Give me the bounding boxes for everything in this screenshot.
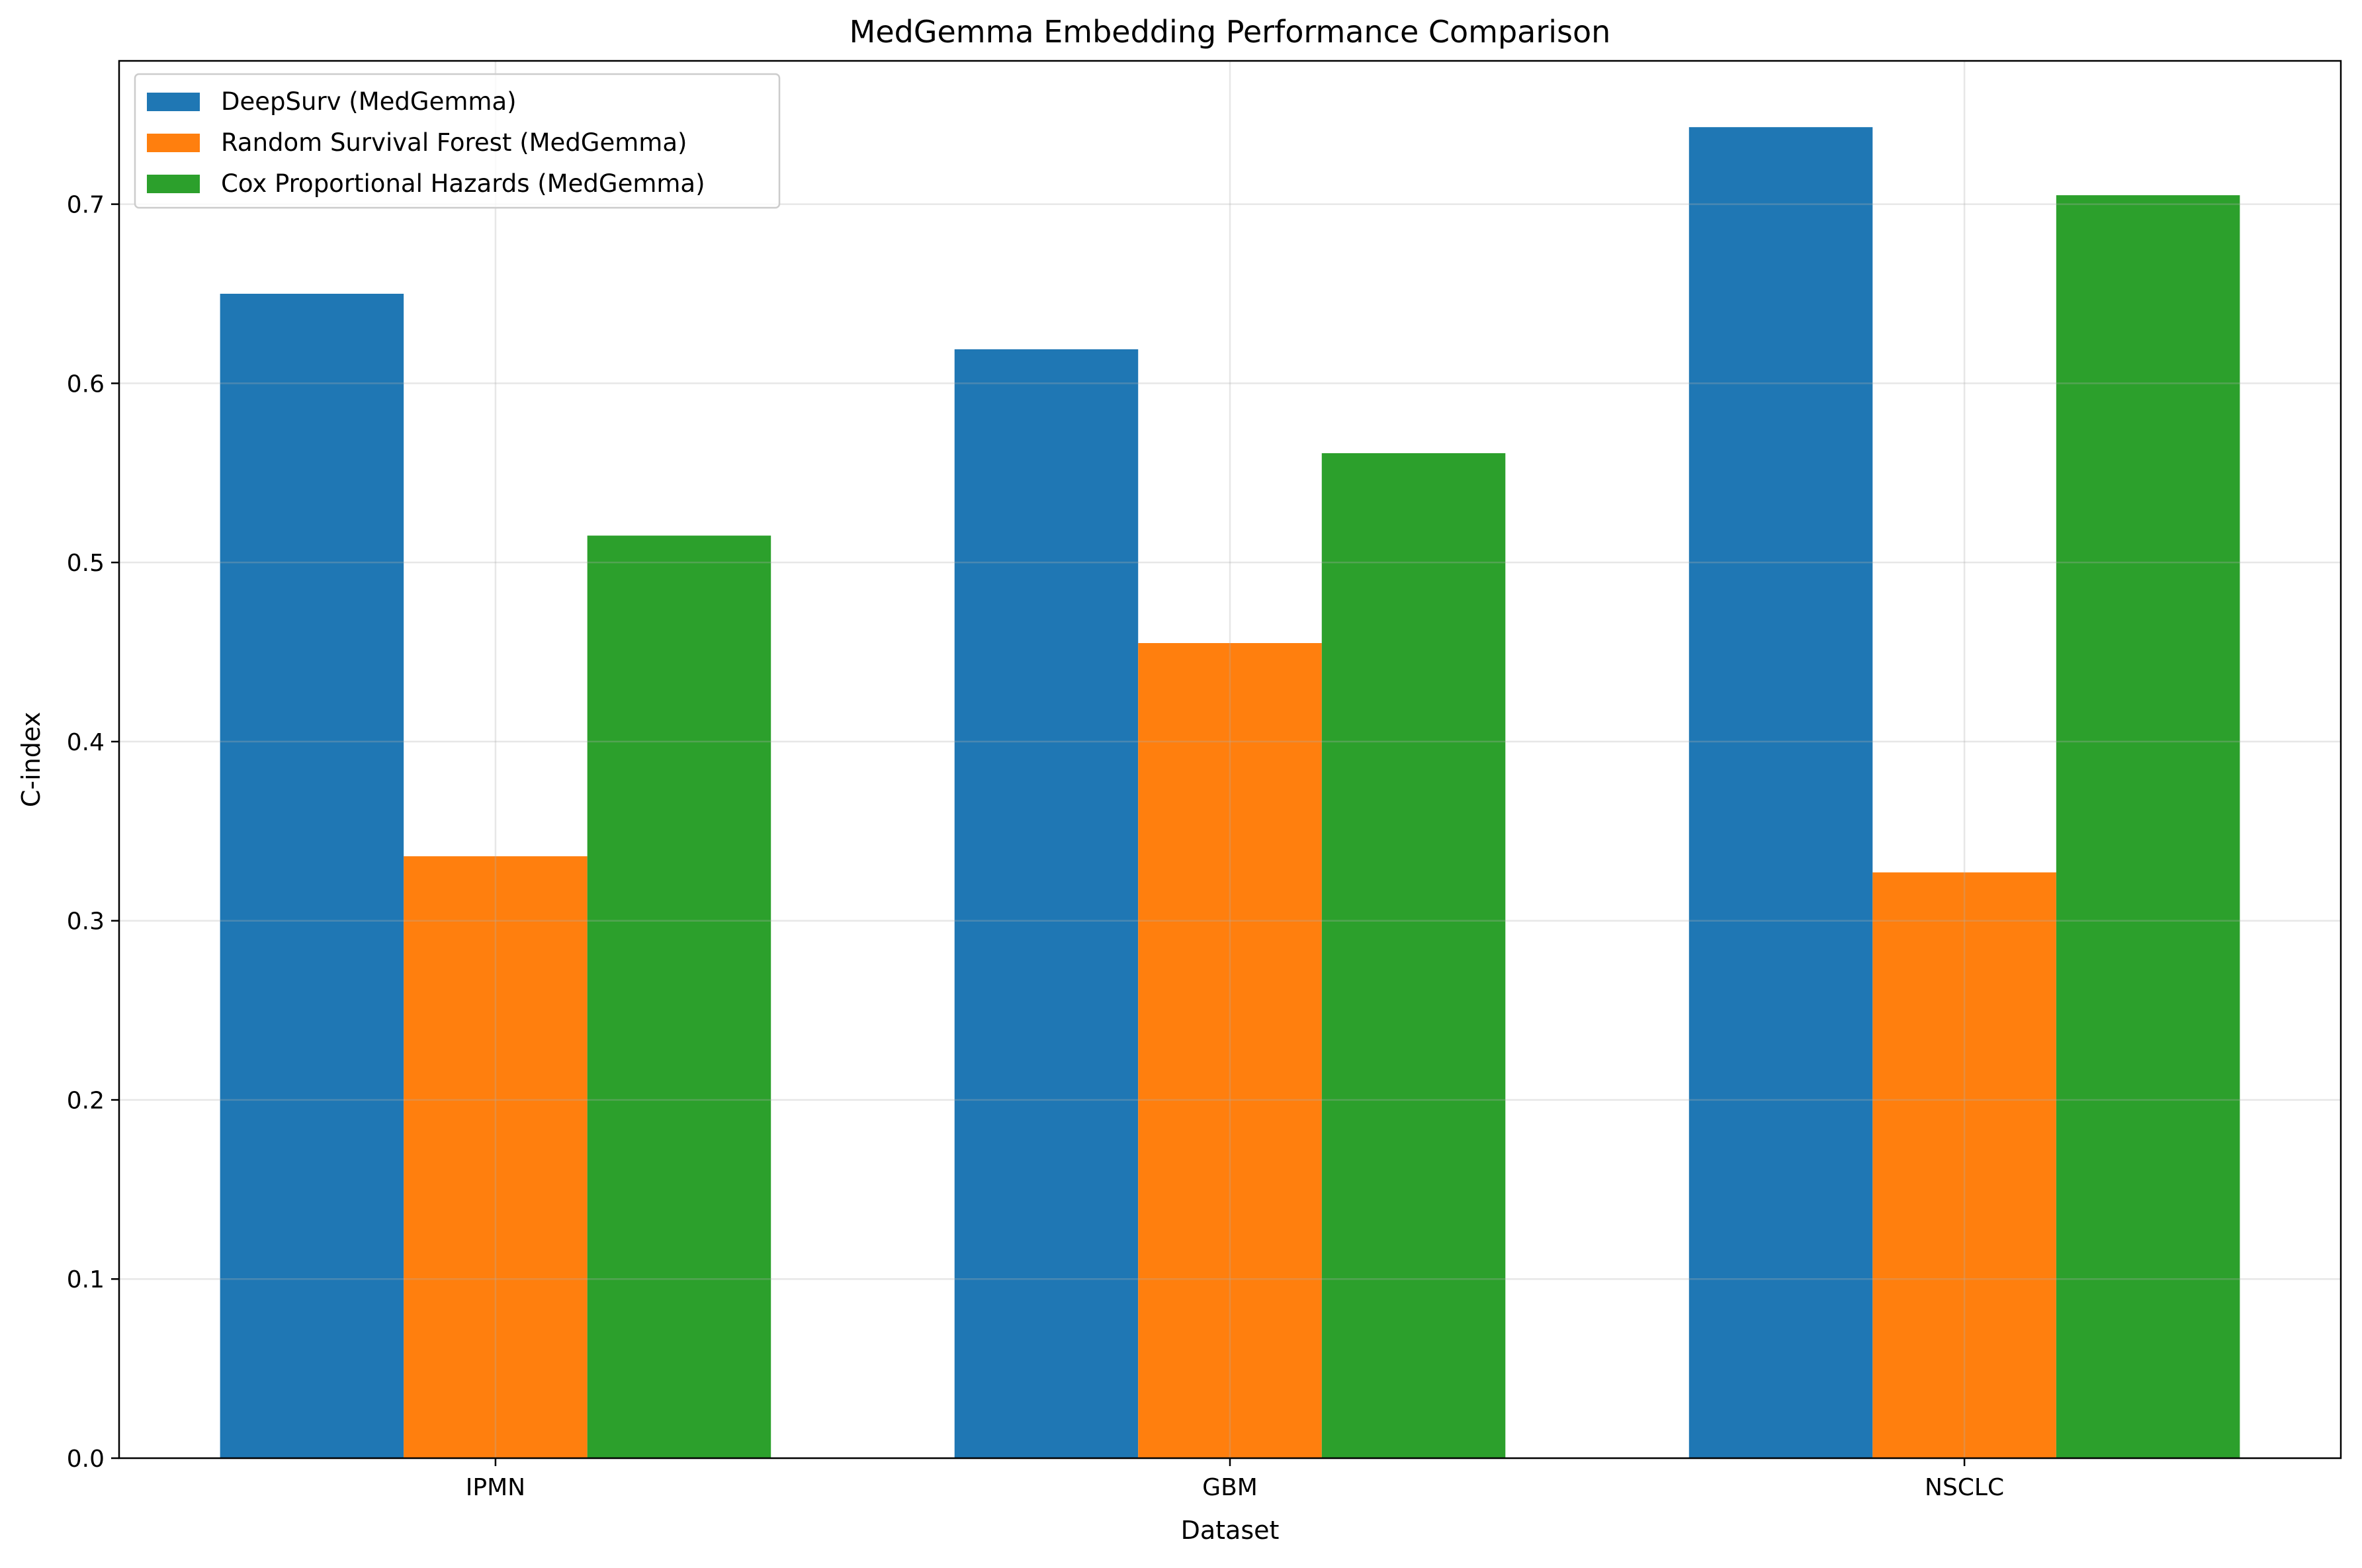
y-axis: 0.0 0.1 0.2 0.3 0.4 0.5 0.6 0.7	[67, 192, 119, 1473]
x-tick-label: IPMN	[466, 1474, 525, 1501]
legend-label: Random Survival Forest (MedGemma)	[221, 128, 687, 157]
chart-title: MedGemma Embedding Performance Compariso…	[850, 14, 1611, 50]
bar-nsclc-series-1	[1688, 127, 1873, 1459]
y-tick-label: 0.4	[67, 729, 105, 756]
y-tick-label: 0.5	[67, 550, 105, 577]
legend-label: DeepSurv (MedGemma)	[221, 87, 517, 116]
x-axis: IPMN GBM NSCLC	[466, 1458, 2004, 1501]
legend-frame	[134, 73, 781, 209]
y-tick-label: 0.1	[67, 1266, 105, 1293]
y-axis-label: C-index	[17, 712, 46, 807]
bar-gbm-series-2	[1138, 643, 1322, 1458]
bars	[220, 127, 2240, 1459]
bar-ipmn-series-1	[220, 294, 404, 1458]
legend: DeepSurv (MedGemma) Random Survival Fores…	[134, 73, 781, 209]
y-tick-label: 0.6	[67, 370, 105, 398]
legend-swatch	[147, 93, 200, 111]
y-tick-label: 0.0	[67, 1446, 105, 1473]
bar-ipmn-series-2	[404, 856, 588, 1458]
legend-swatch	[147, 175, 200, 193]
y-tick-label: 0.3	[67, 908, 105, 936]
x-axis-label: Dataset	[1181, 1516, 1280, 1545]
bar-ipmn-series-3	[587, 535, 771, 1458]
legend-label: Cox Proportional Hazards (MedGemma)	[221, 169, 705, 198]
legend-swatch	[147, 134, 200, 152]
bar-nsclc-series-3	[2056, 195, 2240, 1459]
bar-gbm-series-3	[1321, 453, 1506, 1458]
x-tick-label: GBM	[1202, 1474, 1258, 1501]
bar-gbm-series-1	[954, 349, 1139, 1458]
y-tick-label: 0.2	[67, 1087, 105, 1114]
bar-nsclc-series-2	[1872, 872, 2056, 1458]
y-tick-label: 0.7	[67, 192, 105, 219]
x-tick-label: NSCLC	[1925, 1474, 2004, 1501]
